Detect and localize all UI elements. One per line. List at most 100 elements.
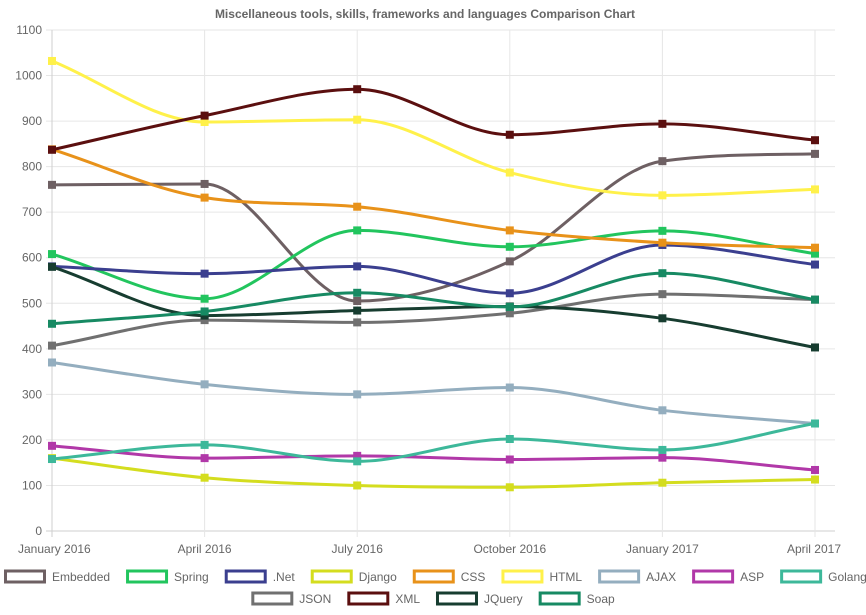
data-point — [48, 250, 56, 259]
legend-item-xml: XML — [347, 591, 420, 606]
legend-swatch — [347, 591, 390, 606]
data-point — [658, 269, 667, 278]
data-point — [48, 455, 56, 464]
legend-label: Golang — [828, 570, 866, 584]
legend: Embedded Spring .Net Django CSS HTML AJAX ASP Go… — [4, 569, 866, 606]
data-point — [658, 406, 667, 415]
data-point — [353, 390, 362, 399]
data-point — [505, 455, 514, 464]
series-css — [48, 145, 819, 252]
data-point — [48, 145, 56, 154]
series-line-golang — [51, 422, 816, 463]
legend-swatch — [501, 569, 544, 584]
data-point — [353, 115, 362, 124]
series-line-ajax — [51, 360, 816, 426]
data-point — [658, 226, 667, 235]
x-tick-label: January 2016 — [18, 542, 91, 556]
legend-label: Soap — [587, 592, 615, 606]
data-point — [505, 434, 514, 443]
x-tick-label: July 2016 — [332, 542, 384, 556]
data-point — [353, 481, 362, 490]
data-point — [811, 260, 819, 269]
data-point — [200, 294, 209, 303]
legend-item-django: Django — [310, 569, 397, 584]
data-point — [505, 302, 514, 311]
data-point — [658, 290, 667, 299]
data-point — [48, 341, 56, 350]
chart-title: Miscellaneous tools, skills, frameworks … — [215, 7, 635, 21]
legend-swatch — [4, 569, 46, 584]
series-golang — [48, 419, 819, 466]
series-asp — [48, 441, 819, 474]
data-point — [505, 242, 514, 251]
legend-item-spring: Spring — [126, 569, 209, 584]
data-point — [505, 483, 514, 492]
legend-label: Django — [359, 570, 397, 584]
series-ajax — [48, 358, 819, 428]
data-point — [505, 289, 514, 298]
legend-label: .Net — [273, 570, 296, 584]
data-point — [353, 226, 362, 235]
y-axis: 0 100 200 300 400 500 600 700 800 900 1000 1100 — [15, 23, 42, 538]
legend-swatch — [435, 591, 478, 606]
data-point — [811, 149, 819, 158]
legend-label: ASP — [740, 570, 764, 584]
data-point — [505, 383, 514, 392]
legend-label: JSON — [299, 592, 331, 606]
data-point — [505, 226, 514, 235]
y-tick-label: 800 — [22, 160, 42, 174]
data-point — [658, 191, 667, 200]
data-point — [200, 269, 209, 278]
legend-label: CSS — [461, 570, 486, 584]
x-tick-label: April 2017 — [787, 542, 841, 556]
legend-label: Spring — [174, 570, 209, 584]
y-tick-label: 1000 — [15, 69, 42, 83]
series-layer — [48, 56, 819, 492]
legend-swatch — [412, 569, 455, 584]
data-point — [811, 295, 819, 304]
legend-label: AJAX — [646, 570, 676, 584]
y-tick-label: 900 — [22, 114, 42, 128]
series-line-css — [51, 147, 816, 250]
data-point — [658, 157, 667, 166]
y-tick-label: 700 — [22, 205, 42, 219]
legend-label: HTML — [549, 570, 582, 584]
legend-label: Embedded — [52, 570, 110, 584]
legend-swatch — [251, 591, 294, 606]
data-point — [353, 296, 362, 305]
data-point — [353, 85, 362, 94]
data-point — [811, 136, 819, 145]
legend-swatch — [538, 591, 581, 606]
legend-item-json: JSON — [251, 591, 331, 606]
data-point — [658, 445, 667, 454]
data-point — [200, 111, 209, 120]
data-point — [811, 419, 819, 428]
legend-swatch — [310, 569, 353, 584]
series-line-html — [51, 59, 816, 197]
data-point — [48, 358, 56, 367]
data-point — [200, 440, 209, 449]
y-tick-label: 200 — [22, 433, 42, 447]
data-point — [505, 168, 514, 177]
data-point — [200, 473, 209, 482]
data-point — [200, 179, 209, 188]
series-line-soap — [51, 271, 816, 326]
y-tick-label: 100 — [22, 478, 42, 492]
series-html — [48, 56, 819, 200]
data-point — [353, 288, 362, 297]
x-tick-label: October 2016 — [473, 542, 546, 556]
data-point — [505, 130, 514, 139]
data-point — [811, 475, 819, 484]
data-point — [811, 185, 819, 194]
legend-swatch — [780, 569, 823, 584]
data-point — [48, 56, 56, 65]
legend-item-ajax: AJAX — [598, 569, 676, 584]
data-point — [48, 319, 56, 328]
grid — [46, 29, 835, 537]
x-tick-label: January 2017 — [626, 542, 699, 556]
legend-swatch — [598, 569, 641, 584]
legend-label: XML — [395, 592, 420, 606]
data-point — [658, 453, 667, 462]
series-json — [48, 290, 819, 350]
